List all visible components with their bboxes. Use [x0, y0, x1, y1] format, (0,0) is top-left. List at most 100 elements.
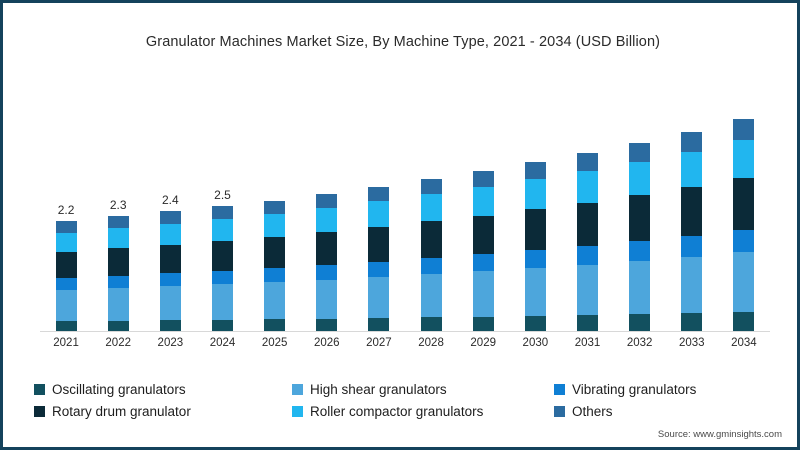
- x-tick-2033: 2033: [678, 337, 705, 349]
- legend-swatch-vibrating-granulators: [554, 383, 565, 395]
- bar-2021[interactable]: 2.2: [55, 203, 77, 331]
- bar-segment-2029-s1: [472, 271, 494, 317]
- bar-2022[interactable]: 2.3: [107, 198, 129, 331]
- legend-item-rotary-drum-granulator[interactable]: Rotary drum granulator: [34, 404, 292, 419]
- bar-segment-2027-s2: [368, 261, 390, 277]
- legend-item-others[interactable]: Others: [554, 404, 754, 419]
- bar-segment-2032-s0: [629, 314, 651, 331]
- legend-label-rotary-drum-granulator: Rotary drum granulator: [52, 403, 191, 419]
- legend-swatch-roller-compactor-granulators: [292, 405, 303, 417]
- x-tick-2023: 2023: [157, 337, 184, 349]
- bar-segment-2027-s1: [368, 277, 390, 318]
- bar-segment-2031-s2: [577, 245, 598, 265]
- bar-value-label-2024: 2.5: [214, 188, 231, 202]
- bar-segment-2023-s4: [159, 223, 181, 245]
- bar-segment-2028-s4: [420, 194, 442, 222]
- legend-item-roller-compactor-granulators[interactable]: Roller compactor granulators: [292, 404, 554, 419]
- bar-2031[interactable]: [577, 153, 598, 331]
- legend-swatch-others: [554, 405, 565, 417]
- bar-segment-2030-s3: [524, 208, 546, 250]
- legend-swatch-rotary-drum-granulator: [34, 405, 45, 417]
- x-tick-2024: 2024: [209, 337, 236, 349]
- bar-segment-2034-s3: [733, 178, 755, 230]
- bar-segment-2023-s5: [159, 211, 181, 224]
- bar-segment-2030-s4: [524, 178, 546, 209]
- legend-label-others: Others: [572, 403, 613, 419]
- bar-segment-2033-s2: [681, 235, 703, 257]
- bar-segment-2021-s3: [55, 252, 77, 278]
- bar-2025[interactable]: [264, 200, 286, 331]
- legend-row-bottom: Rotary drum granulator Roller compactor …: [34, 400, 754, 422]
- bar-segment-2028-s1: [420, 274, 442, 318]
- bar-segment-2031-s5: [577, 153, 598, 171]
- bar-segment-2028-s5: [420, 178, 442, 195]
- bar-segment-2024-s1: [212, 284, 233, 320]
- bar-segment-2028-s0: [420, 317, 442, 331]
- bar-segment-2026-s5: [316, 193, 338, 208]
- x-tick-2029: 2029: [470, 337, 496, 349]
- bar-segment-2030-s5: [524, 161, 546, 179]
- bar-segment-2033-s4: [681, 151, 703, 187]
- bar-segment-2030-s2: [524, 249, 546, 268]
- bar-segment-2022-s4: [107, 228, 129, 248]
- legend-label-roller-compactor-granulators: Roller compactor granulators: [310, 403, 484, 419]
- bar-segment-2033-s0: [681, 313, 703, 331]
- x-tick-2025: 2025: [261, 337, 288, 349]
- bar-segment-2022-s5: [107, 216, 129, 228]
- bar-segment-2027-s5: [368, 186, 390, 201]
- bar-segment-2034-s1: [733, 252, 755, 312]
- legend-item-high-shear-granulators[interactable]: High shear granulators: [292, 382, 554, 397]
- bar-2026[interactable]: [316, 193, 338, 331]
- bar-segment-2029-s0: [472, 316, 494, 331]
- bar-segment-2033-s1: [681, 256, 703, 313]
- bar-2032[interactable]: [629, 142, 651, 331]
- x-axis-tick-labels: 2021 2022 2023 2024 2025 2026 2027 2028 2029 2030…: [40, 337, 770, 357]
- bar-segment-2026-s4: [316, 207, 338, 232]
- bar-segment-2027-s3: [368, 226, 390, 262]
- bar-segment-2023-s3: [159, 244, 181, 273]
- x-tick-2021: 2021: [53, 337, 79, 349]
- bar-segment-2025-s1: [264, 282, 286, 319]
- bar-segment-2031-s4: [577, 171, 598, 203]
- bar-segment-2022-s2: [107, 275, 129, 288]
- bar-segment-2027-s0: [368, 318, 390, 331]
- bar-segment-2023-s1: [159, 286, 181, 320]
- bar-segment-2021-s5: [55, 221, 77, 233]
- legend-label-high-shear-granulators: High shear granulators: [310, 381, 447, 397]
- bar-segment-2034-s0: [733, 312, 755, 331]
- legend-swatch-high-shear-granulators: [292, 383, 303, 395]
- chart-canvas: Granulator Machines Market Size, By Mach…: [6, 6, 797, 447]
- bar-2023[interactable]: 2.4: [159, 193, 181, 331]
- bar-2027[interactable]: [368, 186, 390, 331]
- bar-segment-2030-s1: [524, 267, 546, 316]
- bar-2028[interactable]: [420, 178, 442, 331]
- bar-segment-2021-s2: [55, 278, 77, 290]
- bar-2024[interactable]: 2.5: [212, 188, 233, 331]
- bar-segment-2032-s3: [629, 195, 651, 241]
- bar-segment-2034-s2: [733, 229, 755, 252]
- bar-value-label-2022: 2.3: [109, 198, 127, 212]
- bar-segment-2024-s4: [212, 218, 233, 241]
- bar-segment-2034-s5: [733, 118, 755, 140]
- legend-item-vibrating-granulators[interactable]: Vibrating granulators: [554, 382, 754, 397]
- legend-label-vibrating-granulators: Vibrating granulators: [572, 381, 697, 397]
- x-axis-line: [40, 331, 770, 332]
- bar-segment-2030-s0: [524, 315, 546, 331]
- bar-segment-2034-s4: [733, 140, 755, 178]
- bar-2034[interactable]: [733, 118, 755, 331]
- bar-segment-2026-s2: [316, 264, 338, 280]
- plot-area: 2.2 2.3 2.4 2.5: [40, 91, 770, 331]
- bar-segment-2028-s3: [420, 221, 442, 258]
- chart-legend: Oscillating granulators High shear granu…: [34, 378, 754, 422]
- bar-segment-2025-s2: [264, 268, 286, 283]
- x-tick-2030: 2030: [522, 337, 549, 349]
- legend-item-oscillating-granulators[interactable]: Oscillating granulators: [34, 382, 292, 397]
- bar-2030[interactable]: [524, 161, 546, 331]
- bar-2029[interactable]: [472, 171, 494, 331]
- bar-segment-2021-s4: [55, 233, 77, 252]
- bar-segment-2021-s1: [55, 290, 77, 321]
- bar-segment-2029-s2: [472, 254, 494, 271]
- bar-2033[interactable]: [681, 131, 703, 331]
- bar-segment-2024-s0: [212, 319, 233, 331]
